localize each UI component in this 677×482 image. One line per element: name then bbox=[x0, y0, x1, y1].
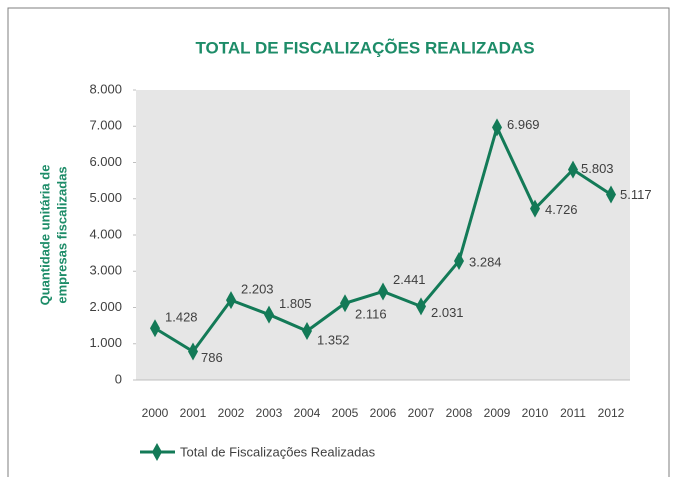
data-point bbox=[378, 282, 388, 301]
y-tick-label: 5.000 bbox=[89, 190, 122, 205]
x-tick-label: 2003 bbox=[256, 406, 283, 420]
chart-title: TOTAL DE FISCALIZAÇÕES REALIZADAS bbox=[195, 37, 534, 57]
chart-border bbox=[7, 7, 670, 477]
plot-area bbox=[136, 90, 630, 380]
data-point bbox=[568, 160, 578, 179]
data-label: 786 bbox=[201, 350, 223, 365]
y-tick-label: 0 bbox=[115, 371, 122, 386]
legend-label: Total de Fiscalizações Realizadas bbox=[180, 444, 376, 459]
data-point bbox=[264, 305, 274, 324]
data-point bbox=[416, 297, 426, 316]
data-label: 5.117 bbox=[620, 187, 652, 202]
data-point bbox=[302, 321, 312, 340]
data-label: 3.284 bbox=[469, 254, 502, 269]
legend-marker bbox=[152, 443, 162, 461]
x-tick-label: 2004 bbox=[294, 406, 321, 420]
y-axis-label: empresas fiscalizadas bbox=[54, 166, 69, 303]
data-point bbox=[492, 118, 502, 137]
y-tick-label: 2.000 bbox=[89, 299, 122, 314]
y-axis-label: Quantidade unitária de bbox=[37, 165, 52, 306]
x-tick-label: 2007 bbox=[408, 406, 435, 420]
data-point bbox=[606, 185, 616, 204]
data-point bbox=[150, 319, 160, 338]
y-tick-label: 4.000 bbox=[89, 226, 122, 241]
data-point bbox=[454, 251, 464, 270]
data-label: 2.203 bbox=[241, 282, 274, 297]
x-tick-label: 2001 bbox=[180, 406, 207, 420]
data-point bbox=[530, 199, 540, 218]
x-tick-label: 2012 bbox=[598, 406, 625, 420]
x-tick-label: 2002 bbox=[218, 406, 245, 420]
x-tick-label: 2000 bbox=[142, 406, 169, 420]
data-label: 1.352 bbox=[317, 332, 350, 347]
x-tick-label: 2006 bbox=[370, 406, 397, 420]
y-tick-label: 8.000 bbox=[89, 81, 122, 96]
data-label: 6.969 bbox=[507, 117, 540, 132]
data-label: 2.116 bbox=[355, 307, 387, 322]
data-label: 1.428 bbox=[165, 310, 198, 325]
x-tick-label: 2008 bbox=[446, 406, 473, 420]
x-tick-label: 2010 bbox=[522, 406, 549, 420]
x-tick-label: 2005 bbox=[332, 406, 359, 420]
data-point bbox=[188, 342, 198, 361]
data-label: 4.726 bbox=[545, 202, 578, 217]
data-label: 1.805 bbox=[279, 296, 312, 311]
y-tick-label: 3.000 bbox=[89, 263, 122, 278]
x-tick-label: 2009 bbox=[484, 406, 511, 420]
data-label: 2.031 bbox=[431, 305, 464, 320]
data-label: 5.803 bbox=[581, 161, 614, 176]
y-tick-label: 7.000 bbox=[89, 118, 122, 133]
x-tick-label: 2011 bbox=[560, 406, 586, 420]
data-point bbox=[340, 294, 350, 313]
data-label: 2.441 bbox=[393, 272, 426, 287]
y-tick-label: 6.000 bbox=[89, 154, 122, 169]
y-tick-label: 1.000 bbox=[89, 335, 122, 350]
data-point bbox=[226, 291, 236, 310]
